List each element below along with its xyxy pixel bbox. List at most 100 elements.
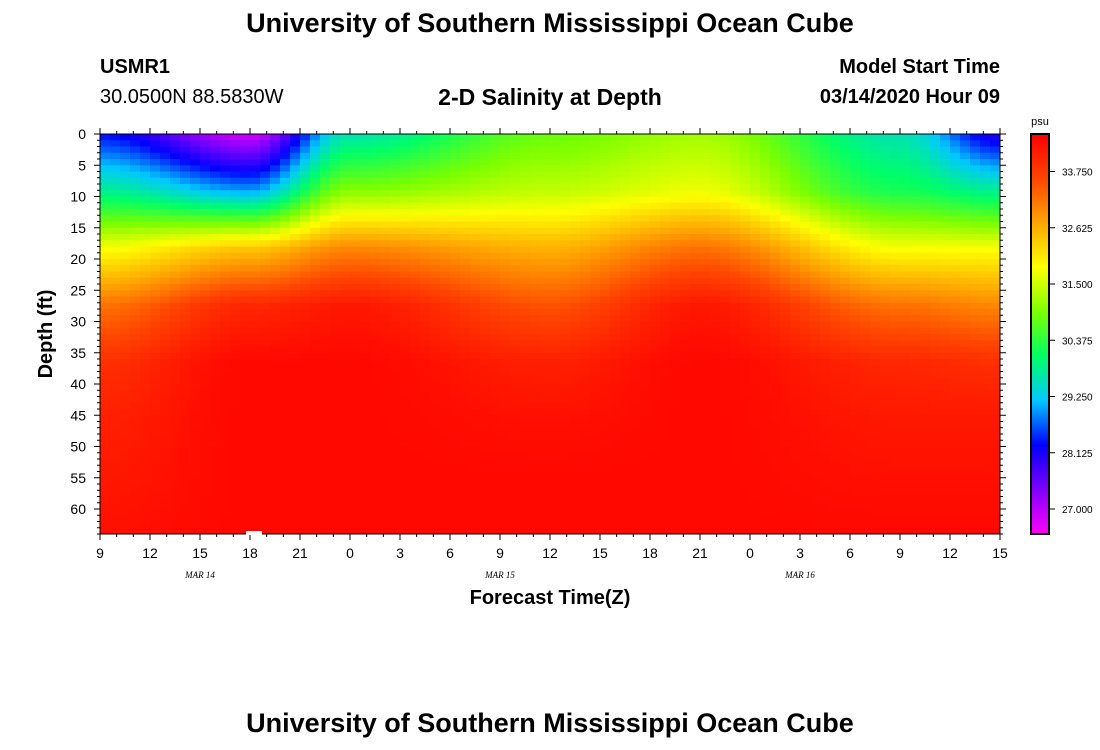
heatmap-cell <box>830 471 841 479</box>
heatmap-cell <box>640 496 651 504</box>
heatmap-cell <box>400 527 411 534</box>
heatmap-cell <box>430 409 441 416</box>
heatmap-cell <box>570 152 581 160</box>
heatmap-cell <box>490 152 501 160</box>
heatmap-cell <box>690 221 701 229</box>
heatmap-cell <box>730 427 741 435</box>
heatmap-cell <box>680 384 691 391</box>
heatmap-cell <box>710 440 721 448</box>
heatmap-cell <box>750 240 761 248</box>
heatmap-cell <box>160 402 171 410</box>
heatmap-cell <box>210 284 221 291</box>
heatmap-cell <box>630 177 641 185</box>
heatmap-cell <box>680 240 691 248</box>
heatmap-cell <box>170 377 181 385</box>
heatmap-cell <box>210 446 221 454</box>
heatmap-cell <box>830 371 841 379</box>
heatmap-cell <box>130 340 141 348</box>
heatmap-cell <box>210 234 221 241</box>
heatmap-cell <box>130 352 141 360</box>
heatmap-cell <box>140 165 151 173</box>
heatmap-cell <box>140 202 151 210</box>
heatmap-cell <box>240 271 251 279</box>
heatmap-cell <box>440 509 451 516</box>
heatmap-cell <box>440 165 451 173</box>
heatmap-cell <box>340 177 351 185</box>
heatmap-cell <box>210 477 221 485</box>
heatmap-cell <box>440 246 451 254</box>
heatmap-cell <box>510 177 521 185</box>
heatmap-cell <box>820 246 831 254</box>
heatmap-cell <box>500 371 511 379</box>
heatmap-cell <box>730 365 741 373</box>
heatmap-cell <box>310 496 321 504</box>
heatmap-cell <box>810 290 821 298</box>
heatmap-cell <box>210 521 221 529</box>
heatmap-cell <box>800 452 811 460</box>
heatmap-cell <box>630 140 641 148</box>
heatmap-cell <box>270 221 281 229</box>
heatmap-cell <box>420 365 431 373</box>
heatmap-cell <box>700 365 711 373</box>
heatmap-cell <box>600 465 611 473</box>
heatmap-cell <box>650 227 661 235</box>
heatmap-cell <box>560 527 571 534</box>
heatmap-cell <box>740 477 751 485</box>
heatmap-cell <box>200 421 211 429</box>
heatmap-cell <box>430 377 441 385</box>
heatmap-cell <box>530 340 541 348</box>
heatmap-cell <box>820 234 831 241</box>
heatmap-cell <box>800 521 811 529</box>
heatmap-cell <box>310 159 321 166</box>
heatmap-cell <box>510 371 521 379</box>
heatmap-cell <box>690 234 701 241</box>
heatmap-cell <box>560 271 571 279</box>
heatmap-cell <box>220 152 231 160</box>
heatmap-cell <box>810 396 821 404</box>
heatmap-cell <box>620 177 631 185</box>
heatmap-cell <box>460 202 471 210</box>
heatmap-cell <box>790 352 801 360</box>
heatmap-cell <box>380 196 391 204</box>
heatmap-cell <box>240 490 251 498</box>
heatmap-cell <box>330 340 341 348</box>
heatmap-cell <box>470 190 481 198</box>
heatmap-cell <box>670 159 681 166</box>
heatmap-cell <box>710 234 721 241</box>
heatmap-cell <box>200 140 211 148</box>
heatmap-cell <box>400 452 411 460</box>
heatmap-cell <box>660 284 671 291</box>
heatmap-cell <box>100 234 111 241</box>
heatmap-cell <box>520 309 531 316</box>
heatmap-cell <box>570 146 581 154</box>
heatmap-cell <box>290 371 301 379</box>
heatmap-cell <box>270 209 281 216</box>
heatmap-cell <box>570 359 581 366</box>
heatmap-cell <box>680 140 691 148</box>
heatmap-cell <box>690 465 701 473</box>
heatmap-cell <box>690 290 701 298</box>
heatmap-cell <box>170 465 181 473</box>
heatmap-cell <box>750 440 761 448</box>
heatmap-cell <box>610 134 621 141</box>
heatmap-cell <box>780 284 791 291</box>
heatmap-cell <box>350 315 361 323</box>
heatmap-cell <box>380 427 391 435</box>
heatmap-cell <box>120 240 131 248</box>
heatmap-cell <box>650 365 661 373</box>
heatmap-cell <box>550 246 561 254</box>
heatmap-cell <box>800 234 811 241</box>
heatmap-cell <box>400 396 411 404</box>
heatmap-cell <box>520 415 531 423</box>
heatmap-cell <box>170 390 181 398</box>
heatmap-cell <box>280 427 291 435</box>
heatmap-cell <box>690 434 701 441</box>
heatmap-cell <box>350 202 361 210</box>
heatmap-cell <box>230 484 241 491</box>
heatmap-cell <box>430 152 441 160</box>
heatmap-cell <box>630 296 641 304</box>
heatmap-cell <box>640 234 651 241</box>
heatmap-cell <box>790 265 801 273</box>
heatmap-cell <box>530 421 541 429</box>
heatmap-cell <box>240 215 251 223</box>
